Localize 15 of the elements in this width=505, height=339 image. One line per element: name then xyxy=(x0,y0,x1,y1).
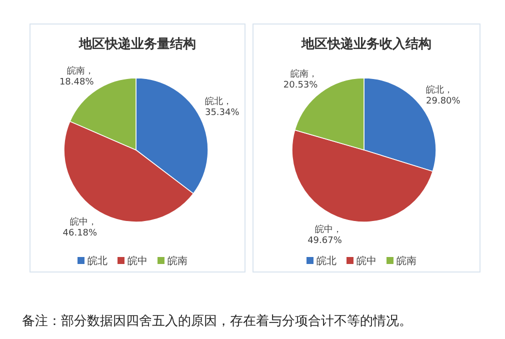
legend-label: 皖中 xyxy=(356,255,376,267)
data-label: 皖北，35.34% xyxy=(204,96,240,118)
data-label: 皖中，49.67% xyxy=(308,224,342,246)
chart-title: 地区快递业务量结构 xyxy=(78,36,196,52)
legend-label: 皖南 xyxy=(168,255,188,267)
legend-label: 皖北 xyxy=(316,255,336,267)
legend-label: 皖中 xyxy=(128,255,148,267)
chart-title: 地区快递业务收入结构 xyxy=(300,36,432,52)
data-label: 皖北，29.80% xyxy=(426,84,461,106)
data-label: 皖南，20.53% xyxy=(283,68,318,90)
data-label: 皖中，46.18% xyxy=(62,216,98,238)
data-label: 皖南，18.48% xyxy=(59,66,94,88)
legend-label: 皖北 xyxy=(88,255,108,267)
legend-label: 皖南 xyxy=(396,255,416,267)
text: 备注：部分数据因四舍五入的原因，存在着与分项合计不等的情况。 xyxy=(22,313,412,329)
